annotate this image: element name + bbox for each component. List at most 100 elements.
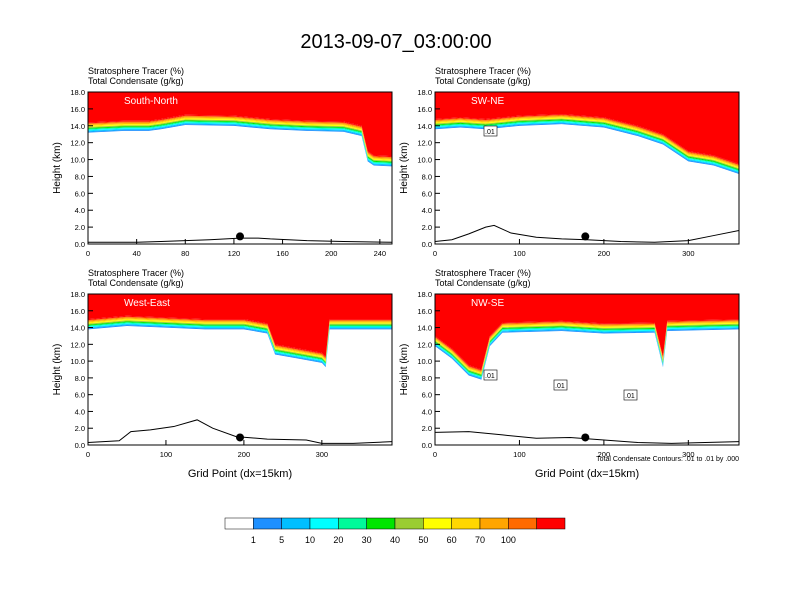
x-tick-label: 120 xyxy=(228,249,241,258)
y-tick-label: 6.0 xyxy=(422,189,432,198)
tracer-band-2 xyxy=(88,316,392,359)
x-tick-label: 200 xyxy=(325,249,338,258)
panel-1: Stratosphere Tracer (%)Total Condensate … xyxy=(52,66,393,258)
colorbar-label: 50 xyxy=(418,535,428,545)
y-tick-label: 16.0 xyxy=(417,307,432,316)
panel-plot-area xyxy=(435,92,739,243)
tracer-band-10 xyxy=(88,324,392,367)
panel-frame xyxy=(434,91,740,245)
y-tick-label: 18.0 xyxy=(70,88,85,97)
colorbar-label: 1 xyxy=(251,535,256,545)
contour-note: Total Condensate Contours: .01 to .01 by… xyxy=(596,456,739,463)
location-marker xyxy=(581,232,590,241)
x-tick-label: 300 xyxy=(316,450,329,459)
y-tick-label: 10.0 xyxy=(417,156,432,165)
tracer-band-6 xyxy=(435,323,739,376)
y-tick-label: 18.0 xyxy=(417,88,432,97)
contour-label-box xyxy=(483,125,498,137)
y-tick-label: 0.0 xyxy=(422,441,432,450)
panel-header-condensate: Total Condensate (g/kg) xyxy=(88,278,184,288)
tracer-band-7 xyxy=(88,321,392,364)
y-tick-label: 14.0 xyxy=(70,122,85,131)
panel-header-condensate: Total Condensate (g/kg) xyxy=(88,76,184,86)
panel-header-tracer: Stratosphere Tracer (%) xyxy=(435,66,531,76)
y-tick-label: 16.0 xyxy=(70,307,85,316)
panel-plot-area xyxy=(88,92,392,243)
panel-plot-area xyxy=(435,294,739,444)
x-tick-label: 200 xyxy=(598,450,611,459)
colorbar-swatch xyxy=(366,517,396,530)
y-tick-label: 6.0 xyxy=(75,189,85,198)
y-tick-label: 2.0 xyxy=(422,424,432,433)
y-tick-label: 0.0 xyxy=(422,240,432,249)
colorbar-label: 20 xyxy=(333,535,343,545)
stratosphere-tracer-field xyxy=(88,294,392,357)
panel-header-condensate: Total Condensate (g/kg) xyxy=(435,76,531,86)
y-tick-label: 6.0 xyxy=(75,391,85,400)
y-axis-label: Height (km) xyxy=(399,344,410,396)
colorbar-swatch xyxy=(451,517,481,530)
tracer-band-9 xyxy=(435,326,739,378)
panel-frame xyxy=(434,293,740,446)
contour-label: .01 xyxy=(485,129,495,136)
y-tick-label: 4.0 xyxy=(422,407,432,416)
y-axis-label: Height (km) xyxy=(52,344,63,396)
x-tick-label: 300 xyxy=(682,249,695,258)
y-tick-label: 16.0 xyxy=(417,105,432,114)
figure-title: 2013-09-07_03:00:00 xyxy=(300,31,492,53)
contour-label: .01 xyxy=(625,393,635,400)
x-tick-label: 100 xyxy=(513,450,526,459)
y-tick-label: 2.0 xyxy=(422,223,432,232)
y-tick-label: 12.0 xyxy=(70,139,85,148)
y-tick-label: 8.0 xyxy=(422,374,432,383)
y-tick-label: 4.0 xyxy=(75,206,85,215)
panel-frame xyxy=(87,91,393,245)
stratosphere-tracer-field xyxy=(435,294,739,370)
y-tick-label: 14.0 xyxy=(417,122,432,131)
y-tick-label: 10.0 xyxy=(417,357,432,366)
tracer-band-7 xyxy=(435,324,739,376)
location-marker xyxy=(236,433,244,442)
y-tick-label: 12.0 xyxy=(417,340,432,349)
panel-3: Stratosphere Tracer (%)Total Condensate … xyxy=(52,268,393,480)
colorbar-swatch xyxy=(479,517,509,530)
location-marker xyxy=(581,433,590,442)
y-tick-label: 2.0 xyxy=(75,223,85,232)
y-tick-label: 8.0 xyxy=(422,172,432,181)
colorbar-swatch xyxy=(508,517,537,530)
y-tick-label: 18.0 xyxy=(417,290,432,299)
contour-label: .01 xyxy=(555,383,565,390)
stratosphere-tracer-field xyxy=(88,92,392,157)
panel-frame xyxy=(87,293,393,446)
panel-header-condensate: Total Condensate (g/kg) xyxy=(435,278,531,288)
x-tick-label: 0 xyxy=(433,249,437,258)
panel-label: West-East xyxy=(124,298,170,309)
y-tick-label: 4.0 xyxy=(75,407,85,416)
tracer-band-10 xyxy=(435,327,739,379)
y-tick-label: 12.0 xyxy=(417,139,432,148)
colorbar-label: 70 xyxy=(475,535,485,545)
panel-4: Stratosphere Tracer (%)Total Condensate … xyxy=(399,268,740,480)
tracer-band-11 xyxy=(88,325,392,368)
tracer-band-5 xyxy=(88,319,392,362)
colorbar-swatch xyxy=(281,517,311,530)
colorbar-swatch xyxy=(253,517,282,530)
colorbar-label: 10 xyxy=(305,535,315,545)
y-tick-label: 14.0 xyxy=(70,324,85,333)
tracer-band-5 xyxy=(435,322,739,375)
y-tick-label: 8.0 xyxy=(75,374,85,383)
colorbar-swatch xyxy=(423,517,452,530)
contour-label: .01 xyxy=(485,373,495,380)
terrain-line xyxy=(435,224,739,243)
y-axis-label: Height (km) xyxy=(399,142,410,194)
y-tick-label: 12.0 xyxy=(70,340,85,349)
contour-label-box xyxy=(623,389,638,401)
location-marker xyxy=(236,232,244,241)
tracer-band-1 xyxy=(88,315,392,358)
tracer-band-4 xyxy=(88,318,392,361)
y-tick-label: 0.0 xyxy=(75,240,85,249)
x-axis-label: Grid Point (dx=15km) xyxy=(188,468,292,480)
x-tick-label: 200 xyxy=(598,249,611,258)
stratosphere-tracer-field xyxy=(435,92,739,164)
